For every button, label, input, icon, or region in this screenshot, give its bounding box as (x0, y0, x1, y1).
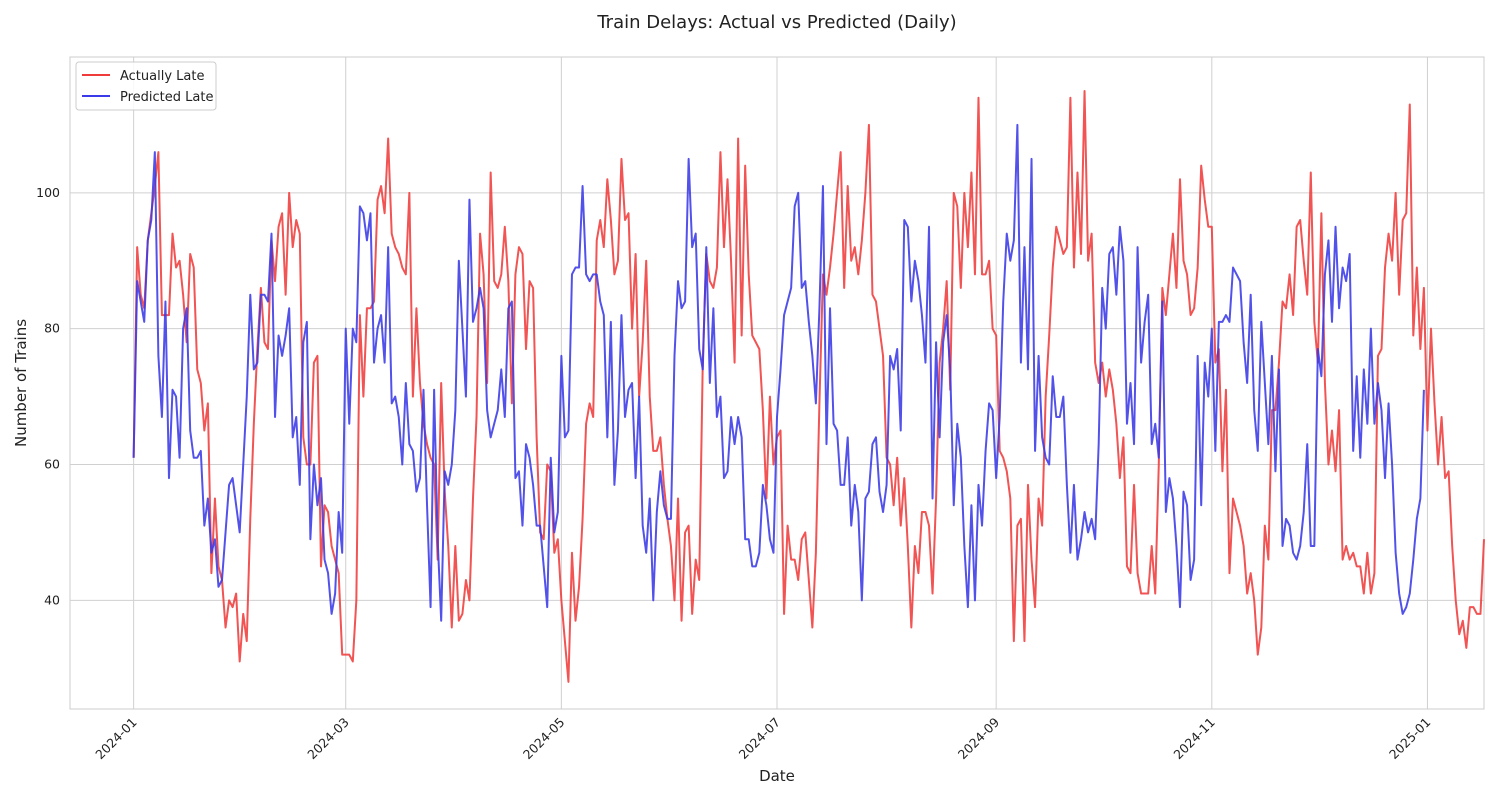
y-tick-label: 100 (36, 185, 60, 200)
x-axis-label: Date (759, 767, 795, 785)
y-tick-label: 80 (44, 321, 60, 336)
x-tick-label: 2024-01 (92, 715, 140, 763)
x-tick-label: 2024-03 (304, 715, 352, 763)
x-tick-label: 2024-05 (520, 715, 568, 763)
y-tick-label: 60 (44, 457, 60, 472)
x-tick-label: 2024-07 (736, 715, 784, 763)
legend-box (75, 61, 217, 111)
y-axis-label: Number of Trains (12, 319, 30, 447)
series-layer (132, 89, 1485, 683)
chart-title: Train Delays: Actual vs Predicted (Daily… (596, 12, 956, 33)
series-line-predicted-late (132, 123, 1425, 622)
legend-label-predicted: Predicted Late (120, 90, 213, 105)
x-tick-label: 2024-09 (955, 714, 1003, 762)
series-line-actually-late (132, 89, 1485, 683)
legend-label-actual: Actually Late (120, 69, 204, 84)
y-axis-ticks: 40 60 80 100 (36, 185, 60, 607)
legend: Actually Late Predicted Late (75, 61, 217, 111)
x-tick-label: 2024-11 (1170, 715, 1218, 763)
y-tick-label: 40 (44, 592, 60, 607)
x-axis-ticks: 2024-01 2024-03 2024-05 2024-07 2024-09 2024-… (92, 714, 1433, 762)
x-tick-label: 2025-01 (1386, 715, 1434, 763)
